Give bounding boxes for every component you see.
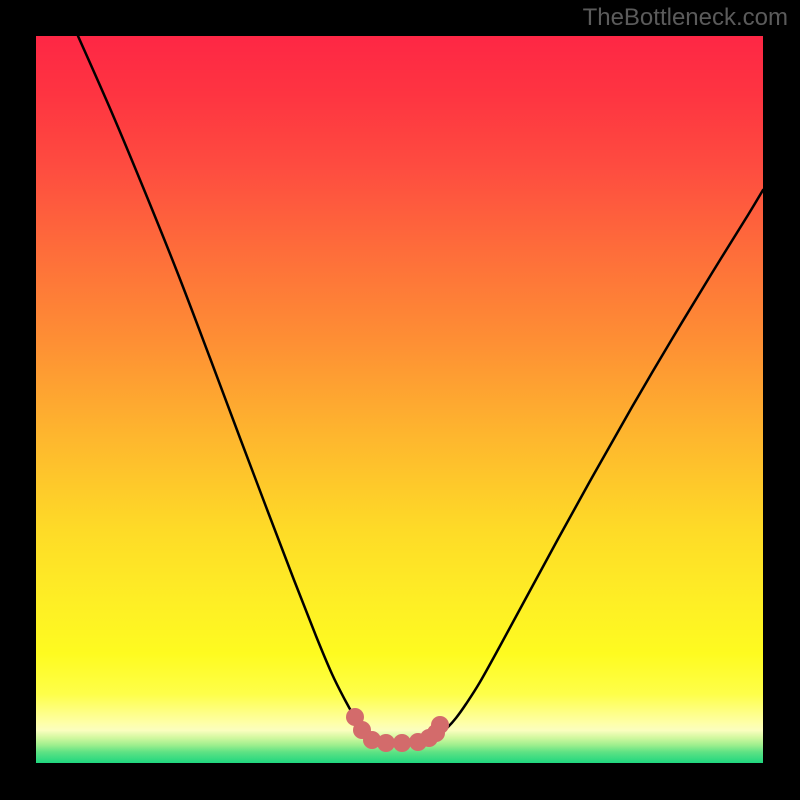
scatter-point [431,716,449,734]
plot-background [36,36,763,763]
scatter-point [377,734,395,752]
chart-container: TheBottleneck.com [0,0,800,800]
scatter-point [393,734,411,752]
bottleneck-chart [0,0,800,800]
